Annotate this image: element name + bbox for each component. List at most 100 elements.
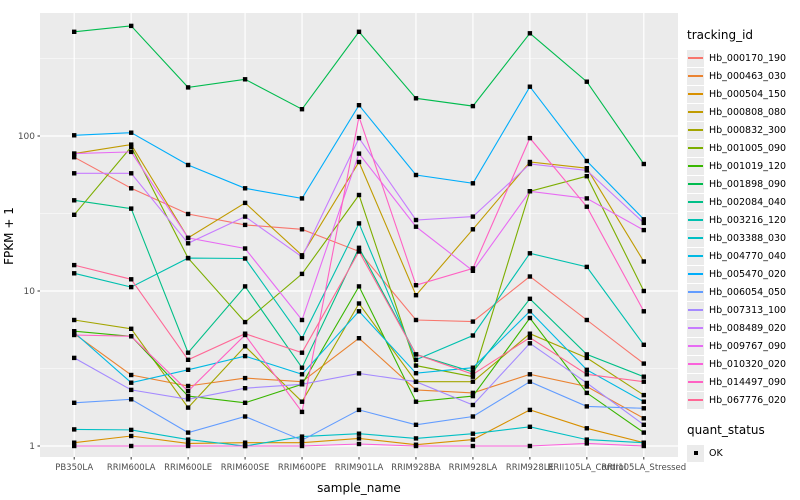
data-point bbox=[470, 372, 476, 377]
data-point bbox=[72, 212, 77, 217]
data-point bbox=[470, 333, 476, 338]
legend-label: Hb_007313_100 bbox=[709, 304, 787, 316]
data-point bbox=[527, 315, 533, 321]
data-point bbox=[129, 277, 134, 282]
data-point bbox=[413, 379, 419, 384]
quant-status-legend: quant_status OK bbox=[687, 423, 786, 462]
data-point bbox=[185, 162, 191, 168]
x-axis-title: sample_name bbox=[317, 481, 401, 495]
data-point bbox=[242, 222, 248, 228]
data-point bbox=[299, 372, 305, 377]
data-point bbox=[641, 430, 646, 435]
data-point bbox=[185, 437, 191, 442]
data-point bbox=[470, 319, 476, 324]
data-point bbox=[299, 379, 305, 384]
data-point bbox=[129, 326, 134, 331]
data-point bbox=[185, 388, 191, 394]
data-point bbox=[641, 422, 646, 427]
y-tick-label: 100 bbox=[18, 132, 35, 142]
data-point bbox=[129, 142, 134, 147]
legend-entry: Hb_001005_090 bbox=[687, 139, 786, 157]
data-point bbox=[299, 227, 305, 232]
data-point bbox=[242, 284, 248, 289]
data-point bbox=[470, 374, 476, 379]
legend-key bbox=[687, 229, 704, 247]
ok-point-icon bbox=[693, 451, 698, 455]
data-point bbox=[641, 416, 646, 421]
data-point bbox=[356, 301, 362, 306]
legend: tracking_id Hb_000170_190 Hb_000463_030 Hb… bbox=[687, 28, 786, 462]
data-point bbox=[356, 431, 362, 436]
data-point bbox=[413, 293, 419, 298]
legend-key bbox=[687, 157, 704, 175]
legend-key-line bbox=[688, 237, 703, 239]
data-point bbox=[129, 171, 134, 176]
y-tick-label: 10 bbox=[24, 287, 36, 297]
legend-title-quant-status: quant_status bbox=[687, 423, 765, 437]
data-point bbox=[356, 192, 362, 198]
data-point bbox=[413, 443, 419, 449]
data-point bbox=[129, 427, 134, 433]
data-point bbox=[72, 330, 77, 335]
data-point bbox=[584, 355, 589, 361]
legend-entry: Hb_000170_190 bbox=[687, 49, 786, 67]
legend-key-line bbox=[688, 57, 703, 59]
data-point bbox=[356, 159, 362, 165]
data-point bbox=[413, 96, 419, 101]
data-point bbox=[584, 174, 589, 179]
data-point bbox=[584, 380, 589, 386]
data-point bbox=[641, 161, 646, 167]
data-point bbox=[470, 390, 476, 396]
legend-key-line bbox=[688, 165, 703, 167]
data-point bbox=[129, 380, 134, 385]
data-point bbox=[527, 379, 533, 384]
legend-label: Hb_001898_090 bbox=[709, 178, 787, 190]
x-tick-label: RRIM928BA bbox=[391, 463, 441, 473]
data-point bbox=[641, 443, 646, 449]
data-point bbox=[72, 29, 77, 34]
data-point bbox=[72, 262, 77, 268]
data-point bbox=[299, 107, 305, 112]
legend-key-ok bbox=[687, 444, 704, 462]
legend-key-line bbox=[688, 399, 703, 401]
data-point bbox=[356, 114, 362, 119]
legend-label-ok: OK bbox=[709, 447, 723, 459]
data-point bbox=[72, 443, 77, 449]
data-point bbox=[527, 84, 533, 89]
legend-key-line bbox=[688, 111, 703, 113]
data-point bbox=[356, 103, 362, 108]
data-point bbox=[584, 384, 589, 389]
data-point bbox=[185, 357, 191, 362]
data-point bbox=[72, 427, 77, 432]
legend-key bbox=[687, 103, 704, 121]
data-point bbox=[185, 211, 191, 217]
data-point bbox=[356, 245, 362, 250]
legend-label: Hb_005470_020 bbox=[709, 268, 787, 280]
data-point bbox=[584, 168, 589, 173]
data-point bbox=[413, 363, 419, 368]
legend-entry: Hb_009767_090 bbox=[687, 337, 786, 355]
data-point bbox=[413, 422, 419, 427]
data-point bbox=[299, 434, 305, 439]
data-point bbox=[584, 390, 589, 396]
data-point bbox=[470, 227, 476, 232]
data-point bbox=[641, 379, 646, 384]
data-point bbox=[527, 309, 533, 314]
data-point bbox=[470, 369, 476, 375]
data-point bbox=[72, 400, 77, 405]
data-point bbox=[185, 241, 191, 246]
data-point bbox=[72, 171, 77, 176]
x-tick-label: RRII105LA_Control bbox=[547, 463, 626, 473]
data-point bbox=[185, 350, 191, 355]
data-point bbox=[413, 371, 419, 376]
legend-key bbox=[687, 193, 704, 211]
data-point bbox=[129, 206, 134, 211]
data-point bbox=[242, 443, 248, 449]
data-point bbox=[356, 336, 362, 341]
data-point bbox=[129, 130, 134, 135]
data-point bbox=[584, 437, 589, 442]
data-point bbox=[72, 317, 77, 323]
legend-key bbox=[687, 319, 704, 337]
data-point bbox=[413, 224, 419, 229]
